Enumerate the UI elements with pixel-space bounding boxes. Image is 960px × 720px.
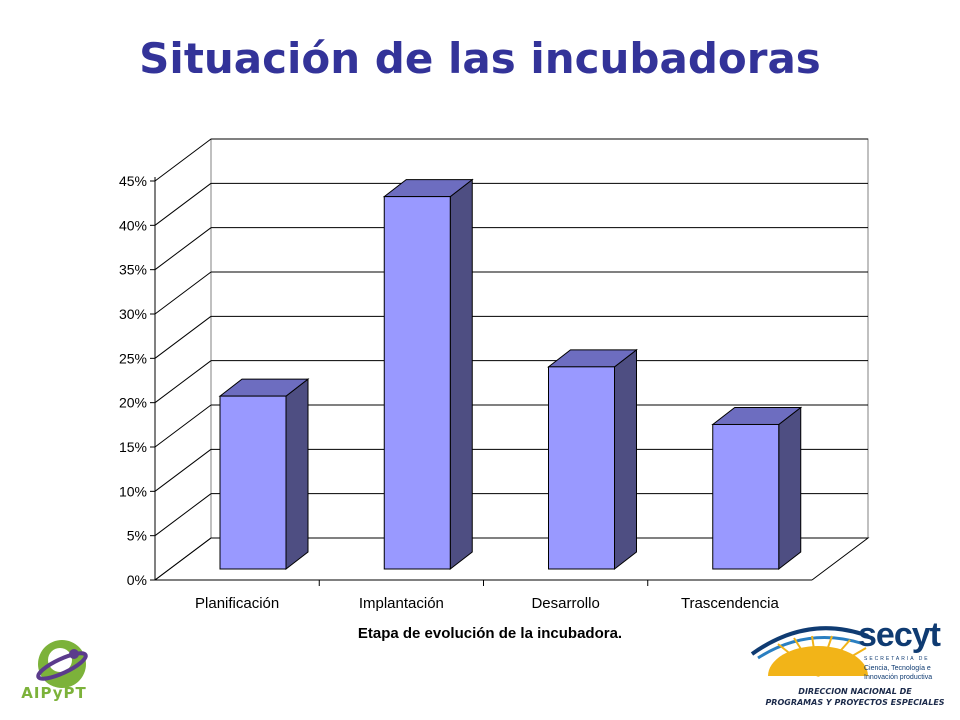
bar-front (383, 196, 451, 570)
gridline-side (154, 448, 212, 492)
y-tick-label: 10% (119, 483, 147, 499)
secyt-logo (750, 626, 869, 677)
x-tick-label: Trascendencia (681, 595, 779, 612)
x-tick-label: Desarrollo (531, 595, 599, 612)
bar-side (285, 378, 309, 571)
bar-side (449, 178, 473, 571)
aipypt-logo (36, 640, 88, 688)
chart-axes: 0% 5% 10% 15% 20% 25% 30% 35% 40% 45% Planificació… (119, 173, 812, 612)
x-axis-title: Etapa de evolución de la incubadora. (358, 625, 622, 642)
chart-grid (154, 138, 870, 581)
bar-side (778, 406, 802, 571)
bar-front (548, 366, 615, 570)
y-tick-label: 25% (119, 350, 147, 366)
slide-title: Situación de las incubadoras (139, 34, 821, 83)
gridline-side (154, 182, 212, 226)
secyt-subline-2: Innovación productiva (864, 674, 933, 681)
bar-implantacion (382, 178, 474, 571)
y-tick-label: 15% (119, 439, 147, 455)
aipypt-logo-text: AIPyPT (21, 684, 87, 702)
direccion-line-2: PROGRAMAS Y PROYECTOS ESPECIALES (765, 698, 945, 707)
gridline-side (154, 138, 212, 182)
chart-bars (218, 178, 803, 571)
bar-front (219, 395, 287, 570)
gridline-side (154, 271, 212, 315)
bar-trascendencia (711, 406, 803, 571)
gridline-side (154, 360, 212, 404)
y-tick-label: 45% (119, 173, 147, 189)
gridline-side (154, 227, 212, 271)
y-tick-label: 40% (119, 217, 147, 233)
gridline-side (154, 493, 212, 537)
y-tick-label: 30% (119, 306, 147, 322)
y-tick-label: 0% (127, 572, 147, 588)
y-tick-label: 20% (119, 395, 147, 411)
bar-front (712, 423, 780, 570)
bar-planificacion (218, 378, 310, 571)
x-tick-label: Planificación (195, 595, 279, 612)
gridline-side (154, 404, 212, 448)
direccion-nacional-label: DIRECCION NACIONAL DE PROGRAMAS Y PROYEC… (760, 686, 950, 708)
chart-floor (154, 537, 870, 581)
y-tick-label: 35% (119, 262, 147, 278)
secyt-tagline: SECRETARIA DE (864, 656, 930, 662)
direccion-line-1: DIRECCION NACIONAL DE (798, 687, 912, 696)
secyt-subline-1: Ciencia, Tecnología e (864, 665, 931, 672)
bar-desarrollo (547, 348, 638, 571)
x-tick-label: Implantación (359, 595, 444, 612)
secyt-wordmark: secyt (858, 616, 941, 654)
y-tick-label: 5% (127, 528, 147, 544)
bar-side (614, 348, 637, 571)
gridline-side (154, 315, 212, 359)
